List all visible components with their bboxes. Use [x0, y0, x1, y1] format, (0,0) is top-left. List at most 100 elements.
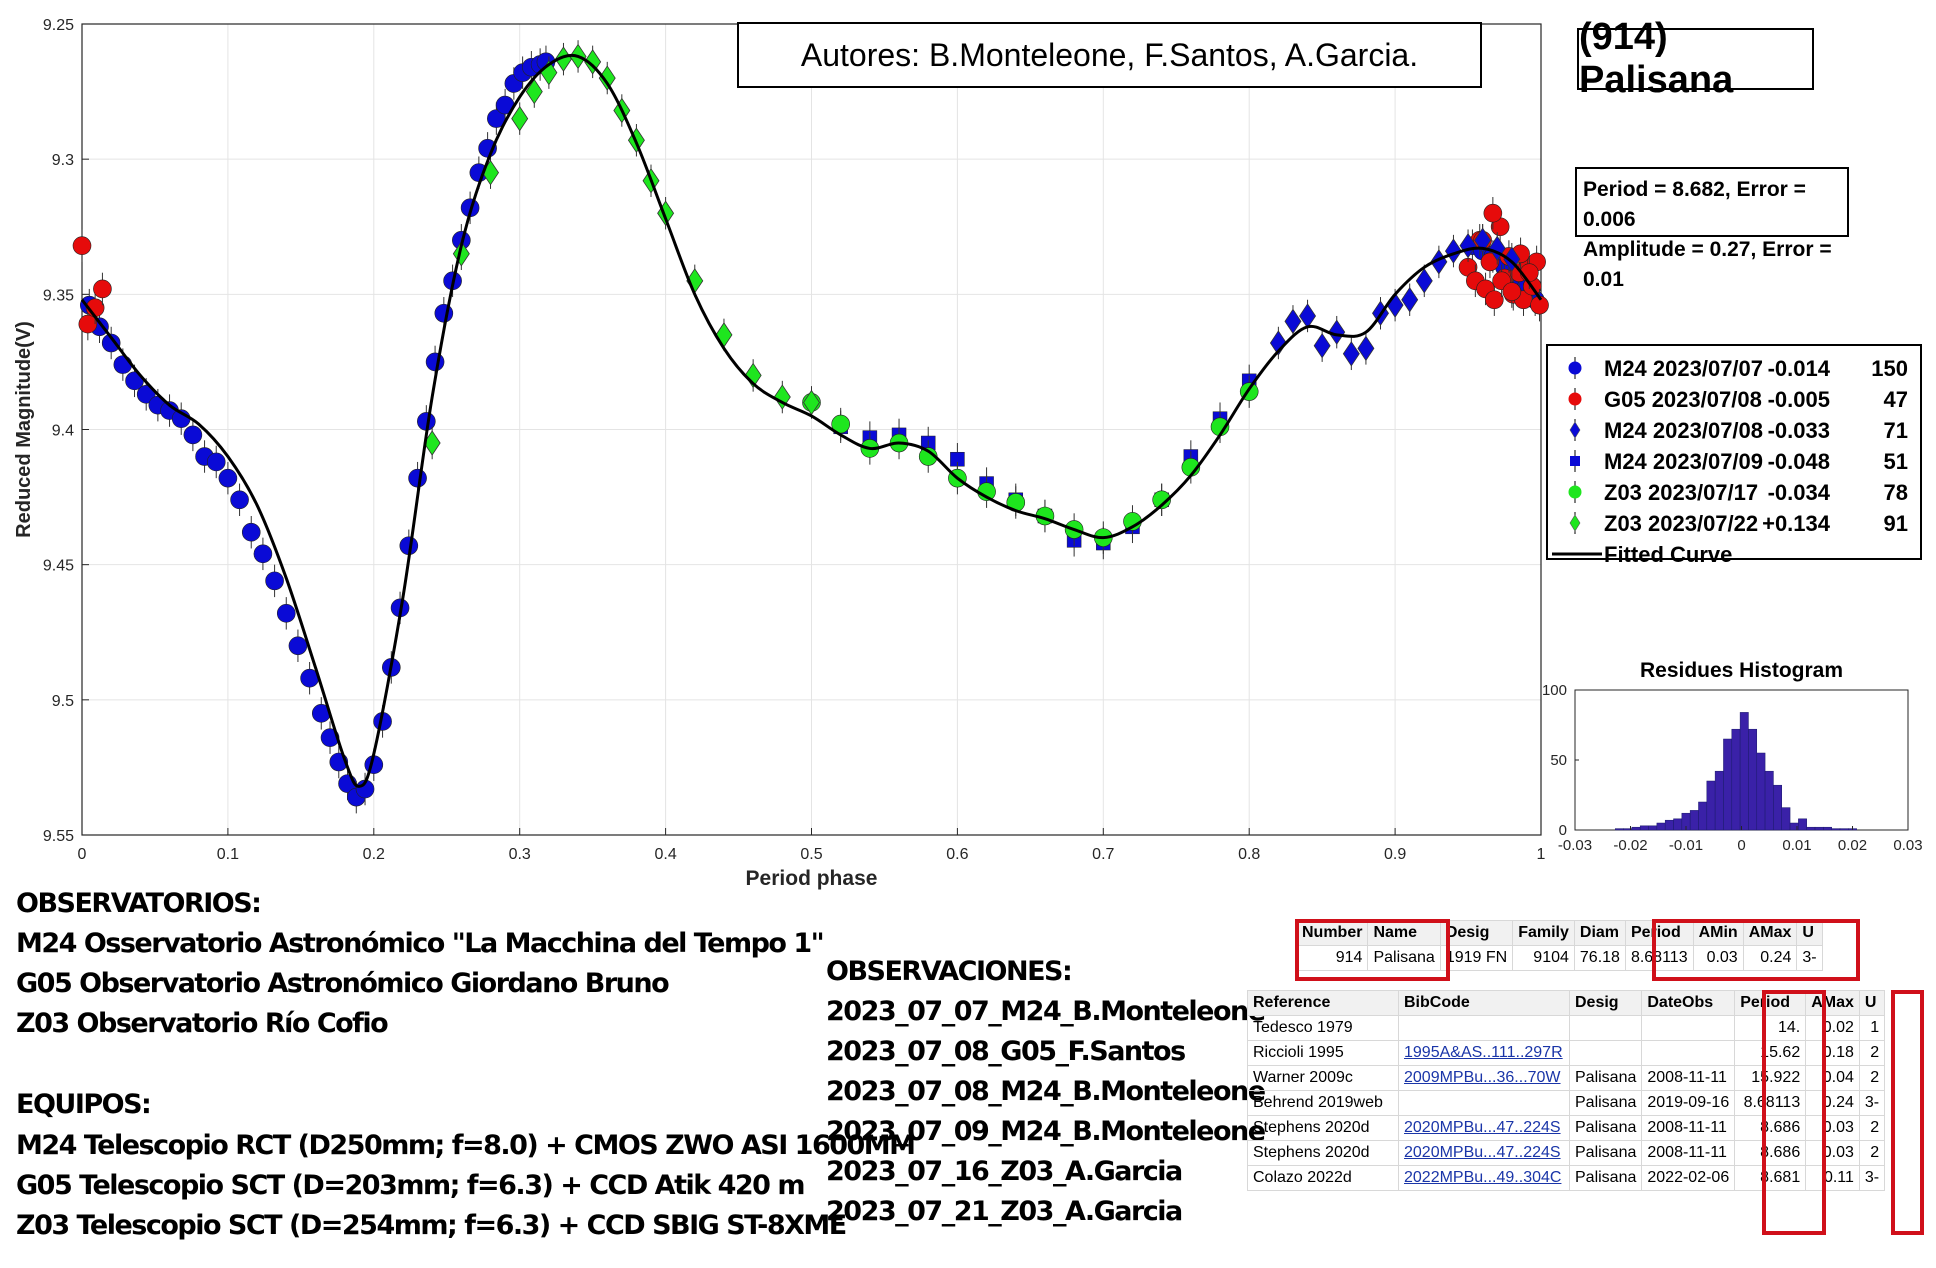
asteroid-summary-table: Number Name Desig Family Diam Period AMi… — [1295, 920, 1823, 971]
data-point — [1483, 203, 1503, 223]
data-point — [276, 604, 296, 623]
table-cell: Stephens 2020d — [1247, 1140, 1399, 1166]
table-cell: Palisana — [1367, 945, 1441, 971]
x-tick-label: 0.3 — [509, 846, 531, 863]
bibcode-link[interactable]: 2020MPBu...47..224S — [1398, 1115, 1570, 1141]
data-point — [230, 490, 249, 510]
table-cell: 3- — [1796, 945, 1823, 971]
table-cell: 0.24 — [1805, 1090, 1860, 1116]
histogram-bar — [1698, 801, 1708, 831]
table-cell — [1641, 1040, 1736, 1066]
histogram-title: Residues Histogram — [1640, 659, 1843, 682]
table-header-row: Number Name Desig Family Diam Period AMi… — [1295, 920, 1823, 946]
table-cell: 1 — [1858, 1015, 1886, 1041]
table-cell: 14. — [1734, 1015, 1807, 1041]
table-header: AMax — [1805, 990, 1860, 1016]
period-references-table: Reference BibCode Desig DateObs Period A… — [1247, 990, 1886, 1191]
x-tick-label: -0.02 — [1613, 837, 1647, 854]
bibcode-link[interactable]: 1995A&AS..111..297R — [1398, 1040, 1570, 1066]
table-cell: Palisana — [1568, 1065, 1643, 1091]
legend-entry: Z03 2023/07/17 -0.034 78 — [1548, 477, 1920, 508]
equipo-line: Z03 Telescopio SCT (D=254mm; f=6.3) + CC… — [16, 1210, 847, 1241]
y-tick-label: 9.3 — [52, 152, 74, 169]
legend-marker-icon — [1569, 419, 1581, 441]
histogram-bar — [1748, 728, 1758, 831]
bibcode-link — [1398, 1090, 1570, 1116]
table-row: 914 Palisana 1919 FN 9104 76.18 8.68113 … — [1295, 945, 1823, 971]
data-point — [831, 414, 850, 434]
table-row: Stephens 2020d 2020MPBu...47..224S Palisan… — [1247, 1140, 1886, 1166]
x-tick-label: 0.6 — [946, 846, 968, 863]
observacion-line: 2023_07_21_Z03_A.Garcia — [826, 1196, 1183, 1227]
y-tick-label: 9.4 — [52, 423, 74, 440]
table-cell: 2 — [1858, 1140, 1886, 1166]
x-tick-label: 0 — [1737, 837, 1745, 854]
legend-rms: -0.033 — [1767, 418, 1830, 443]
histogram-bar — [1806, 826, 1816, 831]
bibcode-link[interactable]: 2022MPBu...49..304C — [1398, 1165, 1570, 1191]
table-cell: Palisana — [1568, 1165, 1643, 1191]
legend-label: M24 2023/07/07 — [1604, 356, 1764, 381]
data-point — [1415, 268, 1433, 294]
legend-marker-icon — [1568, 388, 1582, 410]
table-cell: 0.03 — [1805, 1115, 1860, 1141]
table-cell: 914 — [1295, 945, 1369, 971]
x-tick-label: 0.2 — [363, 846, 385, 863]
table-header: BibCode — [1398, 990, 1570, 1016]
table-cell: 2 — [1858, 1065, 1886, 1091]
legend-marker-icon — [1568, 481, 1582, 503]
bibcode-link[interactable]: 2009MPBu...36...70W — [1398, 1065, 1570, 1091]
table-cell: Palisana — [1568, 1140, 1643, 1166]
bibcode-link[interactable]: 2020MPBu...47..224S — [1398, 1140, 1570, 1166]
highlight-box-number-name — [1295, 919, 1450, 981]
table-cell: Warner 2009c — [1247, 1065, 1399, 1091]
histogram-bar — [1614, 828, 1624, 831]
x-tick-label: 0.8 — [1238, 846, 1260, 863]
asteroid-title-box: (914) Palisana — [1577, 16, 1814, 101]
y-tick-label: 9.35 — [43, 287, 74, 304]
data-point — [408, 468, 427, 488]
table-header: Period — [1734, 990, 1807, 1016]
x-tick-label: 0.01 — [1782, 837, 1811, 854]
data-point — [93, 279, 112, 299]
legend-label: G05 2023/07/08 — [1604, 387, 1762, 412]
data-point — [253, 544, 273, 564]
y-tick-label: 50 — [1550, 752, 1567, 769]
data-point — [1488, 235, 1506, 262]
legend-rms: -0.005 — [1767, 387, 1830, 412]
legend-entry: M24 2023/07/09 -0.048 51 — [1548, 446, 1920, 477]
y-tick-label: 9.55 — [43, 828, 74, 845]
table-header: AMin — [1692, 920, 1744, 946]
observacion-line: 2023_07_08_G05_F.Santos — [826, 1036, 1186, 1067]
legend-entry: Z03 2023/07/22 +0.134 91 — [1548, 508, 1920, 539]
data-point — [1328, 319, 1346, 345]
table-cell: Riccioli 1995 — [1247, 1040, 1399, 1066]
data-point — [101, 333, 121, 353]
legend-label: M24 2023/07/08 — [1604, 418, 1764, 443]
data-point — [511, 105, 529, 132]
observacion-line: 2023_07_08_M24_B.Monteleone — [826, 1076, 1266, 1107]
table-cell: 3- — [1858, 1165, 1886, 1191]
data-point — [241, 522, 261, 542]
data-point — [78, 314, 98, 334]
histogram-bar — [1798, 818, 1807, 831]
data-point — [1342, 341, 1360, 367]
chart-legend: M24 2023/07/07 -0.014 150 G05 2023/07/08 -0.… — [1546, 344, 1922, 567]
table-cell: 8.686 — [1734, 1140, 1807, 1166]
data-point — [1502, 282, 1522, 301]
fitted-curve — [80, 53, 1543, 788]
x-tick-label: 0.03 — [1893, 837, 1922, 854]
table-cell: 2 — [1858, 1115, 1886, 1141]
data-point — [218, 468, 238, 488]
observacion-line: 2023_07_16_Z03_A.Garcia — [826, 1156, 1183, 1187]
bibcode-link — [1398, 1015, 1570, 1041]
amplitude-line: Amplitude = 0.27, Error = 0.01 — [1583, 238, 1832, 291]
table-header: Reference — [1247, 990, 1399, 1016]
highlight-box-u-column — [1891, 990, 1924, 1235]
table-cell: 2008-11-11 — [1641, 1115, 1736, 1141]
equipo-line: G05 Telescopio SCT (D=203mm; f=6.3) + CC… — [16, 1170, 806, 1201]
histogram-bar — [1814, 826, 1824, 831]
y-tick-label: 100 — [1542, 682, 1567, 699]
table-row: Tedesco 1979 14. 0.02 1 — [1247, 1015, 1886, 1041]
table-cell: 0.03 — [1692, 945, 1744, 971]
